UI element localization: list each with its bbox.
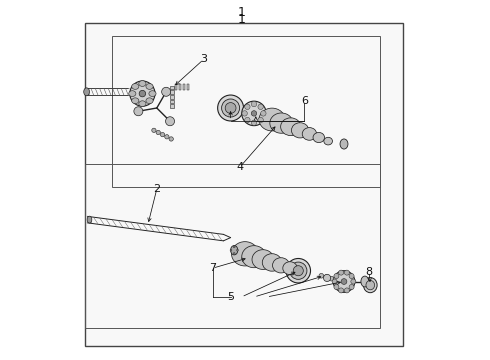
Ellipse shape — [270, 113, 293, 133]
Ellipse shape — [139, 101, 146, 107]
Ellipse shape — [162, 87, 171, 96]
Ellipse shape — [349, 284, 354, 289]
Bar — [170, 90, 174, 94]
Text: 7: 7 — [209, 263, 216, 273]
Ellipse shape — [149, 91, 156, 96]
Ellipse shape — [313, 132, 324, 143]
Ellipse shape — [146, 84, 153, 89]
Ellipse shape — [349, 274, 354, 279]
Bar — [179, 84, 181, 90]
Bar — [170, 86, 174, 89]
Ellipse shape — [166, 117, 174, 126]
Ellipse shape — [130, 81, 155, 106]
Ellipse shape — [323, 274, 331, 282]
Ellipse shape — [251, 120, 257, 126]
Bar — [85, 164, 380, 328]
Ellipse shape — [169, 137, 173, 141]
Ellipse shape — [341, 279, 347, 284]
Ellipse shape — [344, 270, 349, 275]
Ellipse shape — [233, 246, 235, 248]
Ellipse shape — [233, 253, 235, 255]
Ellipse shape — [364, 278, 377, 293]
Ellipse shape — [361, 276, 369, 287]
Ellipse shape — [262, 254, 282, 271]
Ellipse shape — [165, 135, 169, 139]
Text: 6: 6 — [301, 96, 308, 106]
Ellipse shape — [290, 262, 307, 279]
Ellipse shape — [293, 266, 303, 276]
Text: 3: 3 — [200, 54, 207, 64]
Ellipse shape — [366, 280, 374, 290]
Bar — [175, 84, 177, 90]
Ellipse shape — [340, 139, 348, 149]
Ellipse shape — [281, 118, 301, 136]
Ellipse shape — [319, 274, 324, 278]
Ellipse shape — [84, 88, 90, 96]
Ellipse shape — [334, 284, 339, 289]
Ellipse shape — [332, 279, 337, 284]
Text: 4: 4 — [236, 162, 243, 172]
Ellipse shape — [324, 137, 333, 145]
Ellipse shape — [218, 95, 244, 121]
Ellipse shape — [132, 84, 139, 89]
Ellipse shape — [231, 242, 259, 266]
Ellipse shape — [259, 108, 285, 131]
Ellipse shape — [272, 258, 290, 273]
Ellipse shape — [283, 262, 297, 275]
Ellipse shape — [334, 274, 339, 279]
Text: 8: 8 — [366, 267, 373, 277]
Ellipse shape — [302, 127, 317, 140]
Bar — [170, 104, 174, 108]
Ellipse shape — [242, 111, 247, 116]
Ellipse shape — [339, 288, 343, 293]
Ellipse shape — [156, 130, 160, 135]
Bar — [85, 23, 403, 346]
Ellipse shape — [333, 271, 355, 292]
Text: 1: 1 — [238, 13, 245, 26]
Ellipse shape — [139, 81, 146, 86]
Ellipse shape — [329, 276, 334, 281]
Ellipse shape — [286, 258, 311, 283]
Ellipse shape — [339, 270, 343, 275]
Ellipse shape — [129, 91, 136, 96]
Ellipse shape — [251, 102, 257, 107]
Ellipse shape — [242, 101, 266, 126]
Ellipse shape — [292, 123, 309, 138]
Text: 5: 5 — [227, 292, 234, 302]
Ellipse shape — [134, 107, 143, 116]
Ellipse shape — [221, 99, 240, 117]
Ellipse shape — [160, 132, 165, 137]
Ellipse shape — [225, 103, 236, 113]
Text: 1: 1 — [238, 6, 245, 19]
Ellipse shape — [87, 216, 92, 223]
Ellipse shape — [230, 249, 232, 251]
Ellipse shape — [251, 111, 257, 116]
Text: 2: 2 — [153, 184, 160, 194]
Ellipse shape — [242, 246, 266, 268]
Ellipse shape — [146, 98, 153, 104]
Ellipse shape — [261, 111, 266, 116]
Ellipse shape — [344, 288, 349, 293]
Ellipse shape — [258, 117, 263, 123]
Ellipse shape — [245, 104, 250, 109]
Ellipse shape — [132, 98, 139, 104]
Ellipse shape — [324, 275, 329, 280]
Ellipse shape — [252, 250, 274, 269]
Bar — [170, 95, 174, 99]
Ellipse shape — [258, 104, 263, 109]
Ellipse shape — [231, 246, 238, 255]
Bar — [187, 84, 189, 90]
Ellipse shape — [245, 117, 250, 123]
Ellipse shape — [152, 128, 156, 132]
Ellipse shape — [351, 279, 356, 284]
Bar — [170, 100, 174, 103]
Ellipse shape — [139, 90, 146, 97]
Ellipse shape — [237, 249, 238, 251]
Bar — [112, 36, 380, 187]
Bar — [183, 84, 185, 90]
